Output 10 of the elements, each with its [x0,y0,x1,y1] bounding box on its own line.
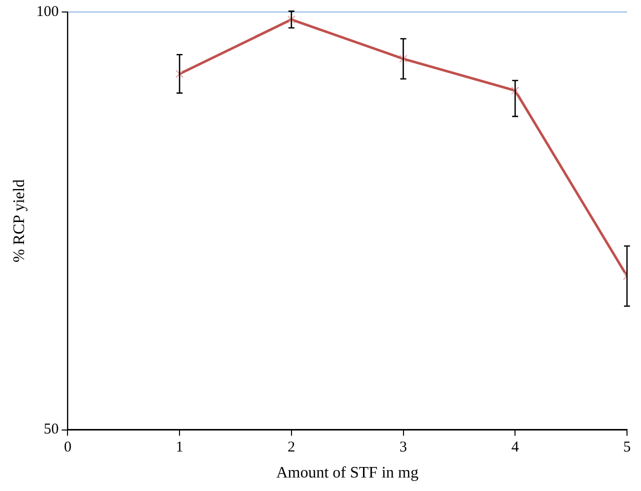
x-tick-label: 1 [176,440,184,456]
x-tick-label: 4 [511,440,520,456]
y-axis-title: % RCP yield [10,179,28,262]
y-tick-label: 50 [44,422,59,438]
x-axis-title: Amount of STF in mg [276,464,418,482]
x-tick-label: 3 [400,440,408,456]
x-tick-label: 5 [623,440,631,456]
y-tick-label: 100 [36,4,59,20]
x-tick-label: 2 [288,440,296,456]
x-tick-label: 0 [64,440,72,456]
